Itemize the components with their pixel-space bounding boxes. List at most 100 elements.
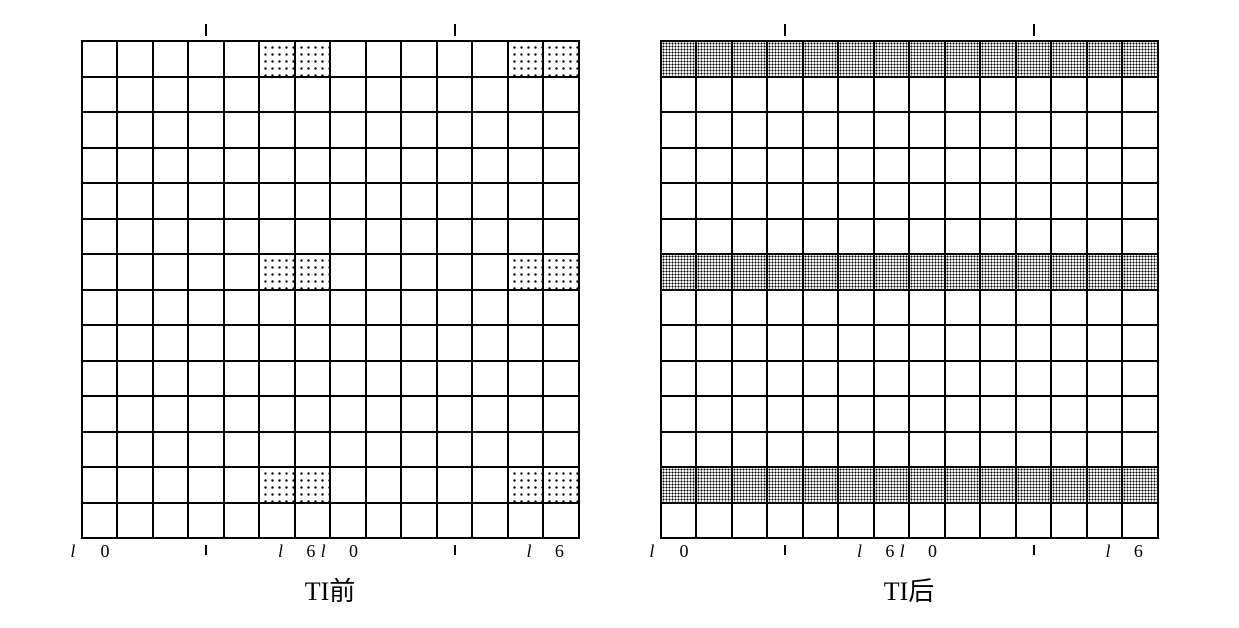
cell <box>909 219 945 255</box>
cell <box>82 432 118 468</box>
cell <box>508 219 544 255</box>
cell <box>224 325 260 361</box>
cell <box>909 41 945 77</box>
cell <box>437 112 473 148</box>
cell <box>259 503 295 539</box>
cell <box>732 467 768 503</box>
cell <box>543 325 579 361</box>
cell <box>472 503 508 539</box>
cell <box>330 219 366 255</box>
cell <box>732 183 768 219</box>
cell <box>543 467 579 503</box>
cell <box>153 183 189 219</box>
cell <box>508 325 544 361</box>
cell <box>945 148 981 184</box>
cell <box>82 148 118 184</box>
cell <box>437 361 473 397</box>
cell <box>295 396 331 432</box>
cell <box>117 432 153 468</box>
axis-label: l <box>321 541 326 562</box>
cell <box>188 290 224 326</box>
cell <box>401 503 437 539</box>
cell <box>82 325 118 361</box>
cell <box>696 396 732 432</box>
cell <box>1051 432 1087 468</box>
cell <box>366 112 402 148</box>
cell <box>224 432 260 468</box>
cell <box>980 290 1016 326</box>
cell <box>224 254 260 290</box>
cell <box>188 183 224 219</box>
cell <box>224 183 260 219</box>
cell <box>188 254 224 290</box>
axis-label: l <box>857 541 862 562</box>
cell <box>437 432 473 468</box>
cell <box>767 112 803 148</box>
cell <box>401 396 437 432</box>
figure-container: l0l6l0l6TI前l0l6l0l6TI后 <box>20 20 1219 608</box>
cell <box>732 325 768 361</box>
cell <box>803 361 839 397</box>
cell <box>1051 41 1087 77</box>
cell <box>508 112 544 148</box>
cell <box>909 325 945 361</box>
axis-tick <box>1033 545 1035 555</box>
cell <box>224 290 260 326</box>
cell <box>366 396 402 432</box>
cell <box>259 148 295 184</box>
cell <box>188 112 224 148</box>
axis-label: l <box>70 541 75 562</box>
cell <box>1122 503 1158 539</box>
caption-after: TI后 <box>884 571 935 608</box>
cell <box>767 148 803 184</box>
cell <box>437 183 473 219</box>
cell <box>472 77 508 113</box>
axis-label: 6 <box>555 541 564 562</box>
cell <box>661 290 697 326</box>
cell <box>696 325 732 361</box>
cell <box>980 41 1016 77</box>
cell <box>188 148 224 184</box>
cell <box>1016 112 1052 148</box>
cell <box>117 290 153 326</box>
cell <box>1016 361 1052 397</box>
cell <box>117 503 153 539</box>
axis-label: 0 <box>680 541 689 562</box>
cell <box>437 290 473 326</box>
cell <box>732 432 768 468</box>
cell <box>980 77 1016 113</box>
grid-after <box>660 40 1159 539</box>
cell <box>661 325 697 361</box>
cell <box>1016 396 1052 432</box>
cell <box>980 254 1016 290</box>
cell <box>732 503 768 539</box>
cell <box>1122 148 1158 184</box>
cell <box>838 290 874 326</box>
cell <box>295 467 331 503</box>
cell <box>661 503 697 539</box>
cell <box>82 219 118 255</box>
cell <box>838 77 874 113</box>
cell <box>1087 112 1123 148</box>
cell <box>401 183 437 219</box>
cell <box>945 361 981 397</box>
cell <box>874 77 910 113</box>
cell <box>117 254 153 290</box>
cell <box>1051 290 1087 326</box>
cell <box>696 432 732 468</box>
cell <box>330 361 366 397</box>
cell <box>401 432 437 468</box>
cell <box>401 361 437 397</box>
cell <box>188 325 224 361</box>
cell <box>945 112 981 148</box>
cell <box>295 183 331 219</box>
cell <box>945 467 981 503</box>
axis-label: 0 <box>101 541 110 562</box>
cell <box>1051 183 1087 219</box>
cell <box>732 219 768 255</box>
cell <box>472 396 508 432</box>
cell <box>874 219 910 255</box>
cell <box>401 219 437 255</box>
cell <box>508 432 544 468</box>
cell <box>1051 219 1087 255</box>
